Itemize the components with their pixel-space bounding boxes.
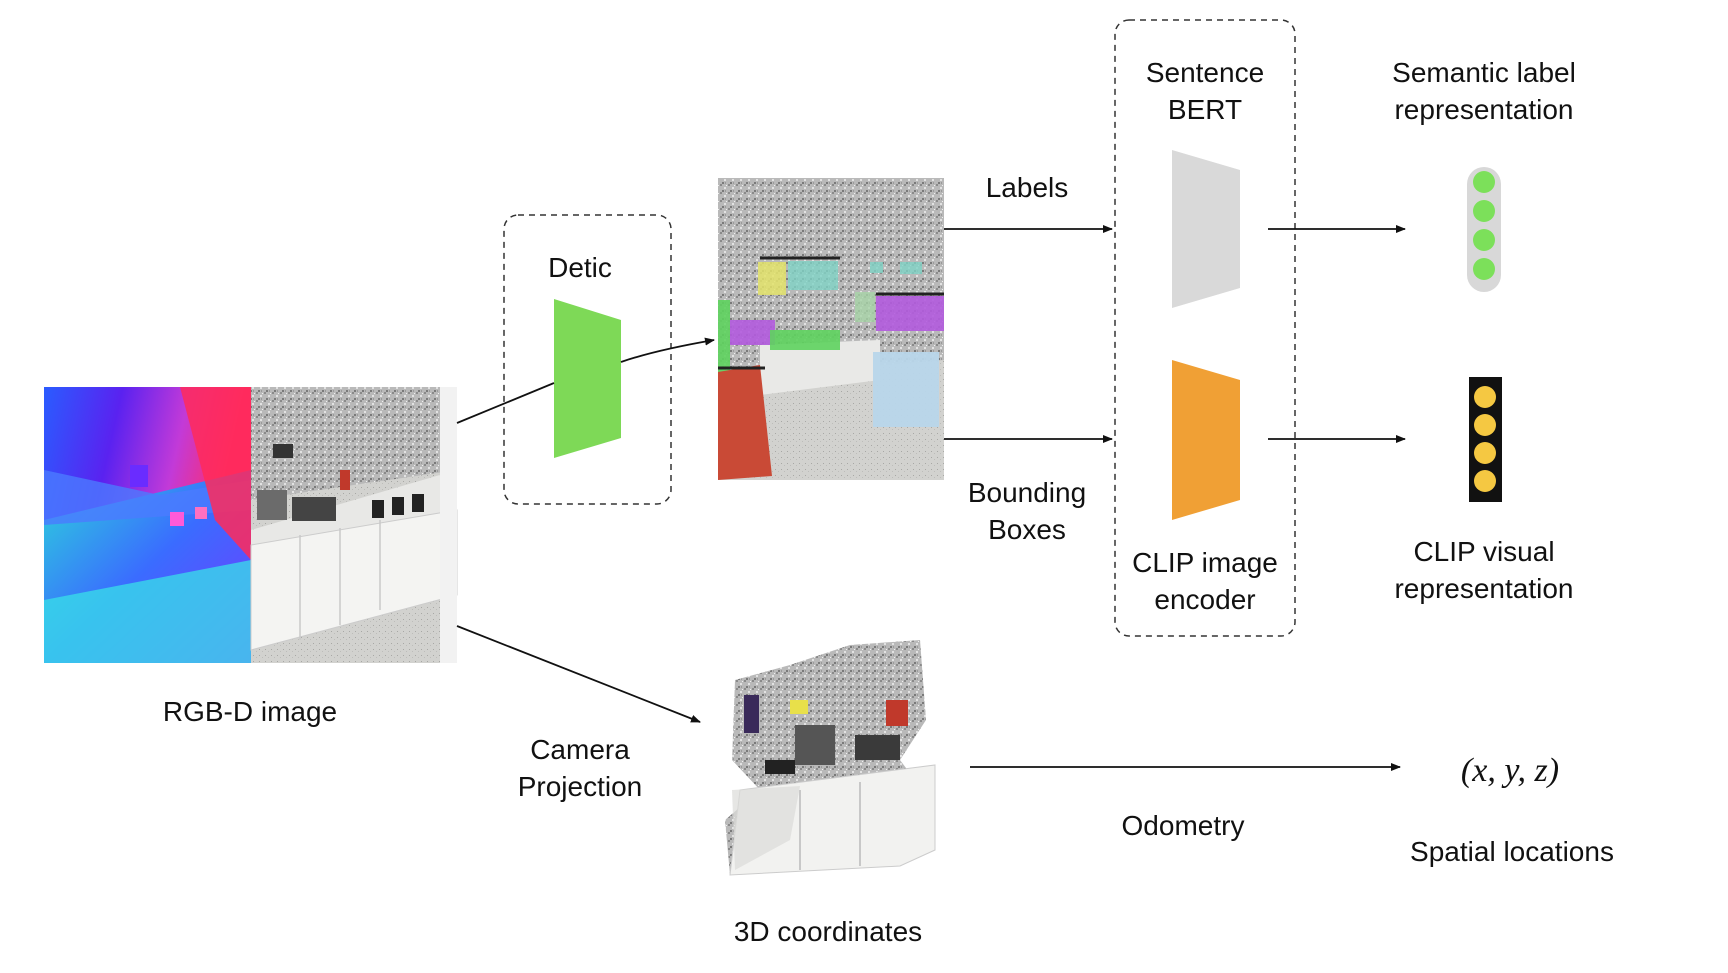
clip-visual-caption-line2: representation bbox=[1394, 573, 1573, 604]
coords-caption: 3D coordinates bbox=[734, 916, 922, 947]
sentence-bert-trapezoid bbox=[1172, 150, 1240, 308]
rgb-photo bbox=[250, 387, 458, 663]
clip-encoder-label-line1: CLIP image bbox=[1132, 547, 1278, 578]
semantic-label-vector bbox=[1467, 167, 1501, 292]
sentence-bert-label-line2: BERT bbox=[1168, 94, 1242, 125]
camera-projection-label-line2: Projection bbox=[518, 771, 643, 802]
point-cloud bbox=[725, 640, 936, 876]
segmented-image bbox=[718, 178, 944, 480]
xyz-formula: (x, y, z) bbox=[1461, 752, 1559, 789]
semantic-label-caption-line2: representation bbox=[1394, 94, 1573, 125]
detic-label: Detic bbox=[548, 252, 612, 283]
sentence-bert-label-line1: Sentence bbox=[1146, 57, 1264, 88]
spatial-caption: Spatial locations bbox=[1410, 836, 1614, 867]
clip-visual-vector bbox=[1469, 377, 1502, 502]
semantic-label-caption-line1: Semantic label bbox=[1392, 57, 1576, 88]
bounding-boxes-label-line2: Boxes bbox=[988, 514, 1066, 545]
rgbd-image bbox=[44, 387, 458, 663]
detic-trapezoid bbox=[554, 299, 621, 458]
bounding-boxes-label-line1: Bounding bbox=[968, 477, 1086, 508]
arrow-rgbd-to-detic bbox=[456, 382, 555, 424]
arrow-detic-to-segmented bbox=[620, 337, 715, 363]
arrow-camera-projection bbox=[456, 625, 701, 723]
encoders-dashed-box bbox=[1114, 19, 1296, 637]
camera-projection-label-line1: Camera bbox=[530, 734, 630, 765]
arrows bbox=[456, 225, 1406, 771]
clip-visual-caption-line1: CLIP visual bbox=[1413, 536, 1554, 567]
labels-arrow-label: Labels bbox=[986, 172, 1069, 203]
clip-encoder-trapezoid bbox=[1172, 360, 1240, 520]
odometry-label: Odometry bbox=[1122, 810, 1245, 841]
clip-encoder-label-line2: encoder bbox=[1154, 584, 1255, 615]
detic-dashed-box bbox=[503, 214, 672, 505]
depth-map bbox=[44, 387, 251, 663]
rgbd-caption: RGB-D image bbox=[163, 696, 337, 727]
